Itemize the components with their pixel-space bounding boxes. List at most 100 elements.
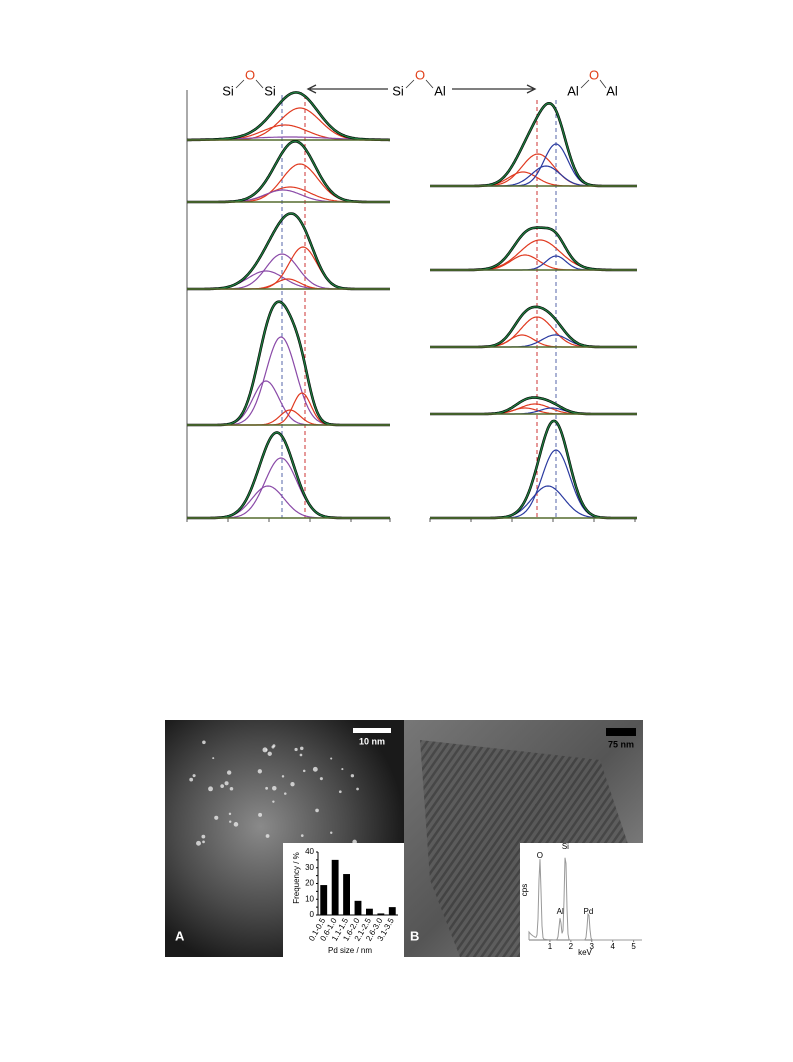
bar [320,885,328,915]
bar [366,908,373,915]
particle [233,822,239,827]
component-curve [187,270,390,290]
particles [189,740,359,846]
peak-label: Pd [584,907,594,916]
fit-curve [430,420,637,519]
x-tick-label: 4 [610,942,615,951]
particle [350,774,355,778]
component-curve [430,143,637,187]
particle [262,747,268,753]
component-curve [430,239,637,271]
particle [214,815,219,820]
sum-curve [430,305,637,349]
sum-curve [430,419,637,520]
particle [302,769,306,773]
component-curve [430,449,637,519]
atom: O [415,67,425,82]
component-curve [187,246,390,290]
scale-bar [353,728,391,733]
particle [257,769,263,774]
x-tick-label: 1 [548,942,553,951]
component-curve [430,334,637,348]
component-curve [187,485,390,519]
atom: Al [606,83,618,98]
particle [284,792,287,795]
particle [290,782,295,787]
y-tick-label: 30 [305,863,314,872]
particle [229,820,232,823]
scale-bar [606,728,636,736]
x-tick-label: 3 [590,942,595,951]
sum-curve [187,91,390,142]
particle [281,775,285,778]
fit-curve [187,212,390,290]
particle [271,745,275,749]
peak-label: Al [557,907,564,916]
fit-curve [430,226,637,271]
particle [265,786,269,790]
particle [338,790,342,794]
atom: Si [222,83,234,98]
fit-curve [187,91,390,141]
bar [377,913,385,915]
y-tick-label: 0 [310,910,315,919]
particle [330,757,333,760]
sum-curve [187,212,390,291]
particle [312,766,318,772]
particle [300,834,304,837]
fit-curve [187,431,390,519]
particle [229,786,234,791]
spectra [187,91,637,520]
component-curve [430,254,637,271]
particle [208,786,213,792]
scale-label: 10 nm [359,736,385,746]
bar [388,907,396,915]
panel-letter: A [175,928,185,943]
x-tick-label: 5 [631,942,636,951]
bar [343,874,350,915]
particle [341,768,344,771]
component-curve [430,334,637,348]
particle [315,808,319,813]
component-curve [187,392,390,426]
bond-labels: Si O Si Si O Al Al O Al [222,67,618,98]
peak-label: O [537,851,543,860]
particle [258,812,263,817]
sum-curve [430,396,637,416]
particle [201,834,206,839]
component-curve [187,336,390,426]
bond-lines [235,79,607,94]
y-tick-label: 10 [305,894,314,903]
fit-curve [430,396,637,415]
particle [228,812,232,816]
atom: Al [567,83,579,98]
bar [354,900,362,915]
component-curve [430,153,637,187]
sum-curve [430,226,637,272]
x-axis-label: Pd size / nm [328,946,372,955]
particle [299,753,303,757]
sum-curve [430,101,637,188]
edx-spectrum: 1 2 3 4 5 O Si Al Pd keV cps [520,842,642,957]
component-curve [187,253,390,290]
sum-curve [187,300,390,427]
y-tick-label: 40 [305,847,314,856]
particle [319,777,323,781]
particle [267,751,272,756]
x-axis-label: keV [578,948,592,957]
fit-curve [430,102,637,187]
fit-curve [430,306,637,348]
peak-label: Si [562,842,569,851]
component-curve [187,457,390,519]
particle [294,747,298,752]
particle [330,831,333,834]
particle [265,834,270,838]
edx-curve [528,857,642,941]
particle [272,800,275,803]
atom: O [589,67,599,82]
component-curve [187,107,390,141]
component-curve [187,189,390,203]
component-curve [430,316,637,348]
